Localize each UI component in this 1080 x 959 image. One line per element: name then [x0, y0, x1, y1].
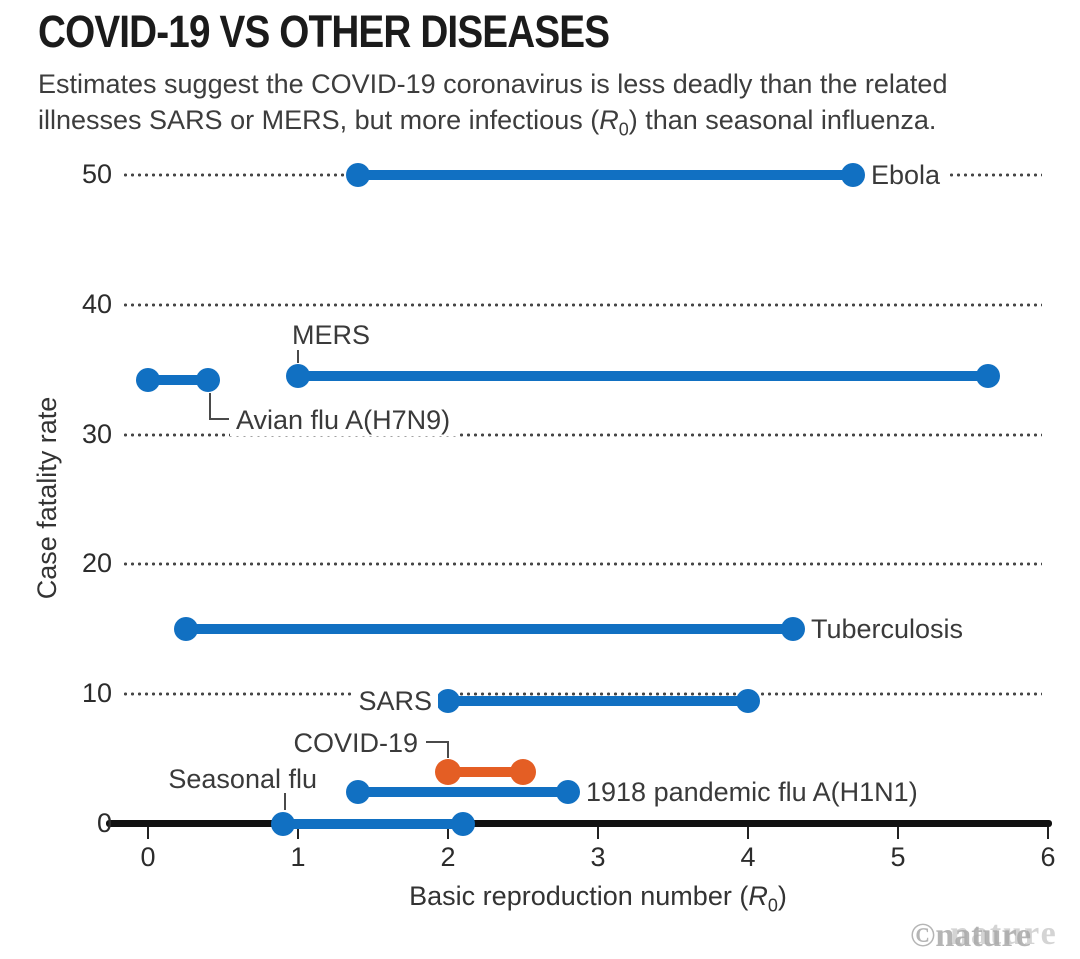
nature-watermark-ghost: nature [950, 915, 1058, 952]
r-symbol: R [599, 105, 619, 135]
x-tick-label-3: 3 [590, 842, 606, 872]
y-tick-label-50: 50 [81, 159, 112, 189]
r-symbol: R [748, 881, 768, 911]
gridline-40 [122, 302, 1042, 307]
x-tick-mark-4 [747, 827, 749, 839]
figure-subtitle: Estimates suggest the COVID-19 coronavir… [38, 66, 947, 147]
dot-tuberculosis-start [173, 617, 198, 642]
x-tick-label-1: 1 [290, 842, 306, 872]
dot-seasonal-flu-start [271, 812, 295, 836]
x-tick-label-4: 4 [740, 842, 756, 872]
bar-tuberculosis [185, 624, 793, 635]
y-axis-title: Case fatality rate [32, 396, 62, 600]
r-subscript: 0 [767, 895, 778, 916]
connector-seasonal-flu [284, 793, 286, 810]
bar-1918-pandemic-flu-a-h1n1 [358, 786, 568, 797]
bar-ebola [358, 170, 853, 180]
label-sars: SARS [352, 684, 438, 717]
x-tick-label-0: 0 [140, 842, 156, 872]
label-ebola: Ebola [865, 159, 947, 191]
dot-ebola-start [346, 163, 370, 187]
label-avian-flu-a-h7n9: Avian flu A(H7N9) [230, 404, 457, 437]
gridline-20 [122, 562, 1042, 567]
x-tick-mark-6 [1047, 827, 1049, 839]
r-subscript: 0 [618, 119, 629, 140]
connector-avian-flu-a-h7n9-v [209, 393, 211, 421]
y-tick-label-40: 40 [81, 288, 112, 319]
dot-1918-pandemic-flu-a-h1n1-start [346, 779, 370, 804]
dot-seasonal-flu-end [451, 812, 475, 836]
x-tick-label-6: 6 [1040, 842, 1056, 872]
connector-covid-19-h [426, 741, 449, 744]
label-1918-pandemic-flu-a-h1n1: 1918 pandemic flu A(H1N1) [580, 775, 924, 808]
page-title: COVID-19 VS OTHER DISEASES [38, 6, 610, 57]
dot-avian-flu-a-h7n9-end [196, 368, 220, 393]
label-seasonal-flu: Seasonal flu [162, 763, 323, 795]
dot-tuberculosis-end [781, 617, 805, 642]
dot-ebola-end [841, 163, 865, 187]
subtitle-line-2: illnesses SARS or MERS, but more infecti… [38, 102, 947, 147]
dot-sars-start [436, 688, 460, 713]
label-mers: MERS [286, 319, 377, 352]
label-tuberculosis: Tuberculosis [805, 613, 970, 646]
x-tick-label-2: 2 [440, 842, 456, 872]
subtitle-line-2-post: ) than seasonal influenza. [628, 105, 937, 135]
dot-covid-19-end [510, 759, 536, 786]
y-tick-label-10: 10 [81, 678, 112, 709]
dot-mers-end [976, 364, 1000, 389]
dot-mers-start [286, 364, 310, 389]
x-axis-title-post: ) [777, 881, 787, 911]
gridline-30 [122, 432, 1042, 437]
x-axis-title: Basic reproduction number (R0) [298, 881, 898, 916]
bar-avian-flu-a-h7n9 [148, 375, 208, 386]
y-tick-label-30: 30 [81, 418, 112, 449]
dot-1918-pandemic-flu-a-h1n1-end [556, 779, 580, 804]
bar-covid-19 [448, 767, 523, 778]
subtitle-line-1: Estimates suggest the COVID-19 coronavir… [38, 69, 948, 99]
x-tick-mark-2 [447, 827, 449, 839]
gridline-10 [122, 692, 1042, 697]
figure-header: COVID-19 VS OTHER DISEASES Estimates sug… [38, 6, 947, 147]
dot-sars-end [736, 688, 760, 713]
x-tick-mark-5 [897, 827, 899, 839]
dot-avian-flu-a-h7n9-start [136, 368, 160, 393]
connector-covid-19-v [447, 741, 449, 759]
x-axis-title-pre: Basic reproduction number ( [409, 881, 749, 911]
bar-sars [448, 695, 748, 706]
x-tick-mark-1 [297, 827, 299, 839]
connector-mers [297, 350, 299, 364]
y-tick-label-0: 0 [96, 808, 112, 838]
x-axis-line [106, 820, 1052, 827]
x-tick-mark-0 [147, 827, 149, 839]
dot-covid-19-start [435, 759, 461, 786]
subtitle-line-2-pre: illnesses SARS or MERS, but more infecti… [38, 105, 600, 135]
bar-seasonal-flu [283, 819, 463, 829]
connector-avian-flu-a-h7n9-h [209, 418, 229, 421]
bar-mers [298, 371, 988, 382]
nature-watermark-text: ©nature [910, 917, 1032, 954]
y-tick-label-20: 20 [81, 548, 112, 579]
label-covid-19: COVID-19 [287, 727, 424, 760]
x-tick-label-5: 5 [890, 842, 906, 872]
x-tick-mark-3 [597, 827, 599, 839]
